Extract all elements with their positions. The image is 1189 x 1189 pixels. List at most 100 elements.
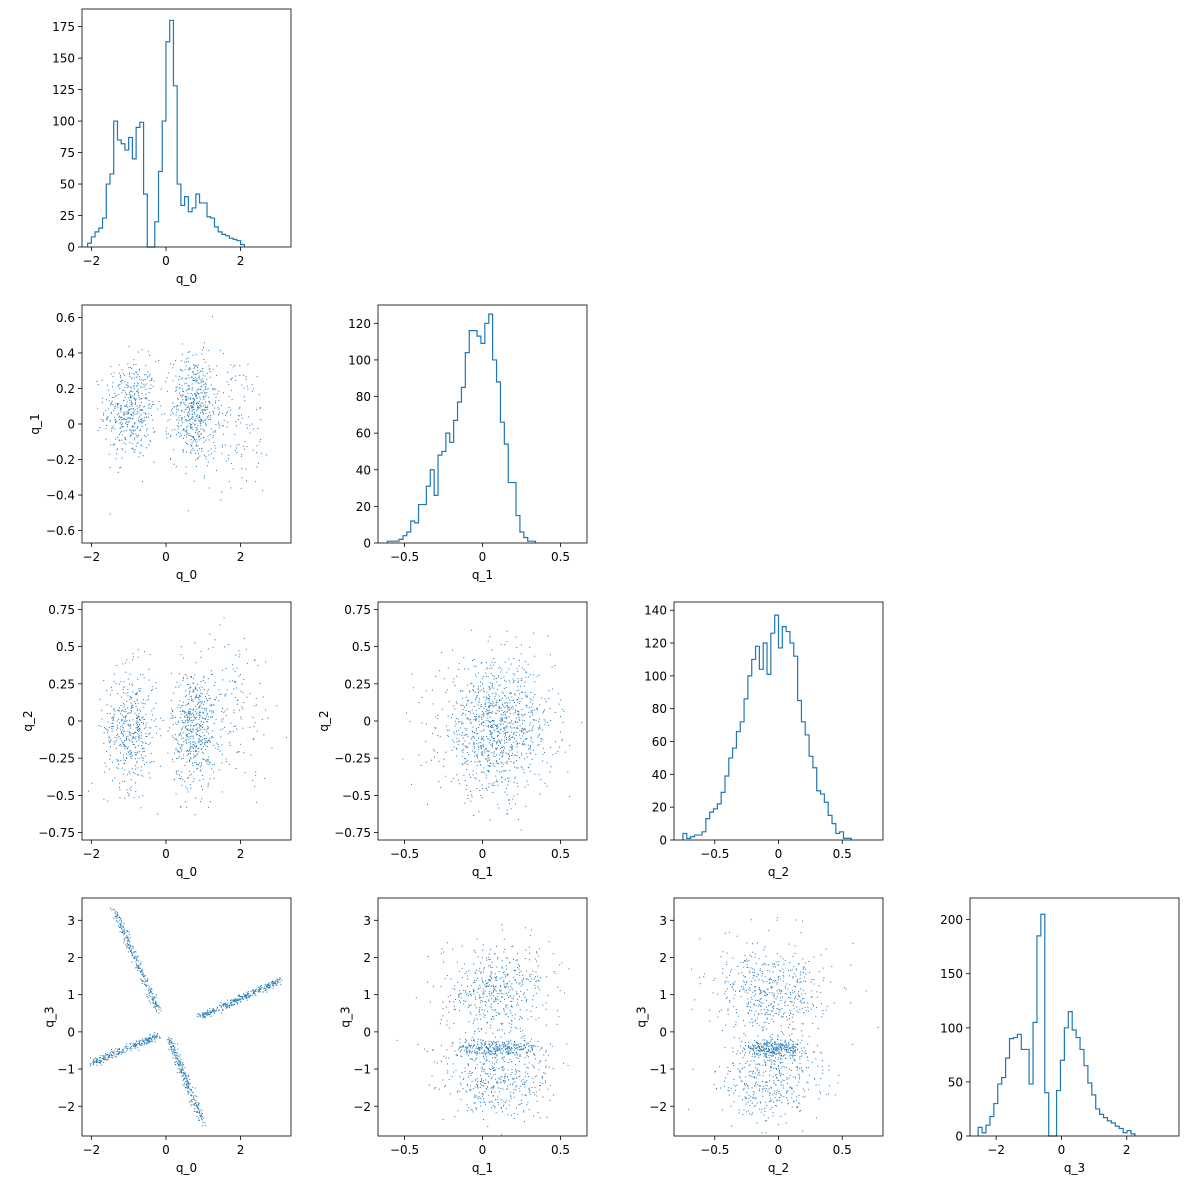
scatter-point — [130, 753, 132, 755]
scatter-point — [203, 441, 205, 443]
x-tick-label: 0 — [1058, 1143, 1066, 1157]
scatter-point — [102, 419, 104, 421]
scatter-point — [214, 1010, 216, 1012]
scatter-point — [188, 711, 190, 713]
scatter-point — [519, 734, 521, 736]
scatter-point — [511, 700, 513, 702]
scatter-point — [131, 377, 133, 379]
scatter-point — [182, 1064, 184, 1066]
scatter-point — [272, 981, 274, 983]
scatter-point — [139, 430, 141, 432]
scatter-point — [109, 713, 111, 715]
scatter-point — [241, 417, 243, 419]
scatter-point — [536, 708, 538, 710]
scatter-point — [497, 1002, 499, 1004]
scatter-point — [193, 1096, 195, 1098]
scatter-point — [533, 632, 535, 634]
scatter-point — [563, 710, 565, 712]
scatter-point — [524, 738, 526, 740]
scatter-point — [138, 368, 140, 370]
scatter-point — [462, 705, 464, 707]
scatter-point — [534, 709, 536, 711]
scatter-point — [504, 779, 506, 781]
scatter-point — [500, 719, 502, 721]
scatter-point — [178, 704, 180, 706]
scatter-point — [187, 414, 189, 416]
scatter-point — [492, 995, 494, 997]
scatter-point — [469, 774, 471, 776]
scatter-point — [489, 712, 491, 714]
scatter-point — [503, 981, 505, 983]
scatter-point — [201, 450, 203, 452]
scatter-point — [517, 699, 519, 701]
scatter-point — [114, 912, 116, 914]
scatter-point — [225, 415, 227, 416]
scatter-point — [527, 695, 528, 697]
scatter-point — [160, 717, 162, 719]
scatter-point — [143, 973, 145, 975]
scatter-point — [152, 1001, 154, 1003]
scatter-point — [184, 720, 186, 722]
scatter-point — [467, 746, 469, 748]
scatter-point — [182, 721, 184, 723]
scatter-point — [120, 918, 122, 920]
scatter-point — [142, 980, 144, 982]
scatter-point — [127, 725, 129, 727]
scatter-point — [524, 744, 526, 746]
scatter-point — [225, 714, 227, 716]
scatter-point — [214, 445, 216, 447]
scatter-point — [213, 393, 215, 395]
y-tick-label: 0.5 — [56, 640, 75, 654]
scatter-point — [117, 1049, 119, 1051]
scatter-point — [225, 1005, 227, 1007]
scatter-point — [569, 745, 571, 747]
scatter-point — [147, 1039, 149, 1041]
scatter-point — [198, 1111, 200, 1113]
scatter-point — [129, 1046, 131, 1048]
scatter-point — [130, 756, 132, 758]
scatter-point — [125, 1047, 127, 1049]
scatter-point — [472, 659, 473, 661]
scatter-point — [205, 737, 207, 739]
scatter-point — [111, 396, 113, 398]
scatter-point — [188, 432, 190, 434]
scatter-point — [138, 690, 140, 692]
scatter-point — [447, 996, 449, 998]
scatter-point — [129, 376, 131, 378]
scatter-point — [504, 694, 506, 696]
scatter-point — [502, 752, 504, 754]
scatter-point — [531, 699, 533, 701]
scatter-point — [492, 683, 494, 685]
scatter-point — [181, 728, 183, 730]
scatter-point — [120, 705, 122, 707]
scatter-point — [481, 784, 483, 786]
scatter-point — [117, 1050, 119, 1052]
x-axis-label: q_1 — [472, 568, 493, 582]
scatter-point — [190, 424, 192, 426]
scatter-point — [246, 993, 248, 995]
scatter-point — [520, 1055, 522, 1057]
scatter-point — [128, 397, 130, 399]
scatter-point — [435, 675, 437, 677]
scatter-point — [504, 695, 506, 697]
scatter-point — [100, 726, 102, 728]
scatter-point — [110, 1054, 112, 1056]
scatter-point — [200, 382, 202, 384]
scatter-point — [208, 419, 210, 421]
scatter-point — [226, 412, 228, 414]
scatter-point — [152, 404, 154, 406]
scatter-point — [456, 703, 458, 705]
scatter-point — [499, 741, 501, 743]
scatter-point — [134, 377, 136, 379]
scatter-point — [273, 983, 275, 985]
scatter-point — [473, 742, 475, 744]
scatter-point — [203, 1117, 205, 1119]
scatter-point — [127, 1046, 129, 1048]
scatter-point — [147, 371, 149, 373]
scatter-point — [128, 771, 130, 773]
scatter-point — [185, 1072, 187, 1074]
scatter-point — [113, 673, 115, 675]
scatter-point — [172, 380, 174, 382]
scatter-point — [530, 737, 532, 739]
scatter-point — [172, 449, 174, 451]
